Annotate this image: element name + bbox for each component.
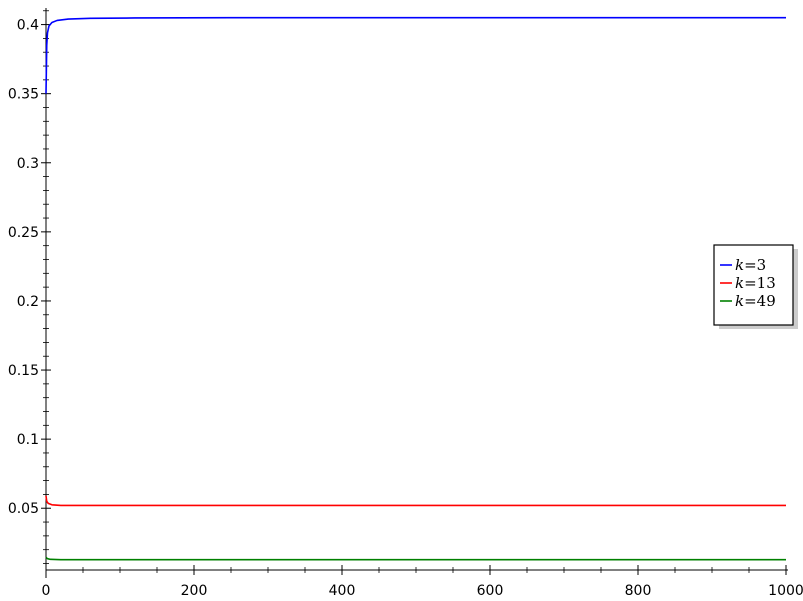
y-tick-label: 0.1 [17, 432, 39, 448]
legend-label-k-49: k=49 [735, 292, 776, 310]
legend-label-k-3: k=3 [735, 256, 766, 274]
x-tick-label: 600 [477, 583, 504, 599]
axis-ticks: 0 200 400 600 800 1000 0.05 0.1 0.15 0.2 0.25 0.3 0.… [8, 10, 803, 599]
legend-box [713, 244, 794, 326]
y-tick-label: 0.2 [17, 294, 39, 310]
legend: k=3k=13k=49 [713, 244, 798, 329]
series-layer [45, 16, 786, 561]
series-line-k-49 [45, 556, 786, 561]
x-tick-label: 200 [181, 583, 208, 599]
series-line-k-3 [45, 16, 786, 94]
y-tick-label: 0.4 [17, 18, 39, 34]
y-tick-label: 0.25 [8, 225, 39, 241]
y-tick-label: 0.35 [8, 87, 39, 103]
legend-entries: k=3k=13k=49 [720, 256, 776, 310]
y-tick-label: 0.3 [17, 156, 39, 172]
legend-label-k-13: k=13 [735, 274, 776, 292]
x-tick-label: 800 [625, 583, 652, 599]
x-tick-label: 1000 [768, 583, 803, 599]
axes [45, 8, 788, 578]
x-tick-label: 0 [42, 583, 51, 599]
x-tick-label: 400 [329, 583, 356, 599]
series-line-k-13 [45, 495, 786, 507]
y-tick-label: 0.15 [8, 363, 39, 379]
y-tick-label: 0.05 [8, 501, 39, 517]
